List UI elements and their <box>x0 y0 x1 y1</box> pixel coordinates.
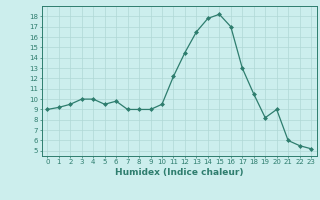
X-axis label: Humidex (Indice chaleur): Humidex (Indice chaleur) <box>115 168 244 177</box>
